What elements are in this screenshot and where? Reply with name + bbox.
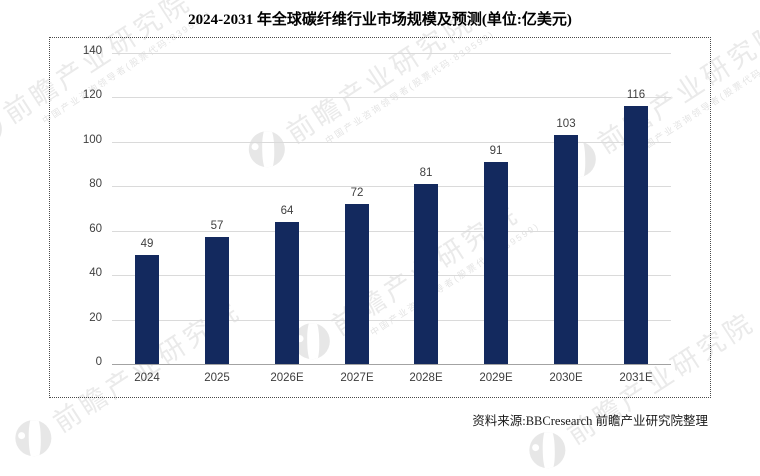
qianzhan-logo-icon xyxy=(522,424,572,475)
bar-2031E xyxy=(624,106,648,364)
bar-2026E xyxy=(275,222,299,364)
y-axis-tick-label: 60 xyxy=(89,223,102,235)
bar-2025 xyxy=(205,237,229,364)
x-axis-label: 2031E xyxy=(619,372,653,384)
gridline xyxy=(112,186,671,187)
bar-value-label: 72 xyxy=(350,187,364,199)
gridline xyxy=(112,320,671,321)
gridline xyxy=(112,53,671,54)
y-axis-tick-label: 40 xyxy=(89,267,102,279)
bar-value-label: 81 xyxy=(419,167,433,179)
gridline xyxy=(112,142,671,143)
chart-frame: 0 20 40 60 80 100 120 140 49 2024 57 2025 64 2026E 72 2… xyxy=(49,37,711,398)
bar-value-label: 57 xyxy=(210,220,224,232)
bar-2024 xyxy=(135,255,159,364)
bar-value-label: 103 xyxy=(556,118,576,130)
gridline xyxy=(112,97,671,98)
x-axis-label: 2030E xyxy=(549,372,583,384)
x-axis-label: 2025 xyxy=(204,372,230,384)
bar-value-label: 49 xyxy=(140,238,154,250)
bar-value-label: 64 xyxy=(280,205,294,217)
x-axis-label: 2026E xyxy=(270,372,304,384)
gridline xyxy=(112,231,671,232)
bar-2029E xyxy=(484,162,508,364)
bar-value-label: 91 xyxy=(489,145,503,157)
chart-title: 2024-2031 年全球碳纤维行业市场规模及预测(单位:亿美元) xyxy=(188,12,572,28)
bar-2027E xyxy=(345,204,369,364)
qianzhan-logo-icon xyxy=(8,412,58,463)
gridline xyxy=(112,275,671,276)
x-axis-label: 2027E xyxy=(340,372,374,384)
bar-2030E xyxy=(554,135,578,364)
bar-value-label: 116 xyxy=(626,89,646,101)
x-axis-label: 2029E xyxy=(479,372,513,384)
qianzhan-logo-icon xyxy=(0,103,9,154)
y-axis-tick-label: 80 xyxy=(89,178,102,190)
bar-2028E xyxy=(414,184,438,364)
y-axis-tick-label: 100 xyxy=(82,134,102,146)
y-axis-tick-label: 140 xyxy=(82,45,102,57)
y-axis-tick-label: 0 xyxy=(95,356,102,368)
x-axis-line xyxy=(112,364,671,365)
y-axis-tick-label: 120 xyxy=(82,89,102,101)
x-axis-label: 2024 xyxy=(134,372,160,384)
plot-area: 0 20 40 60 80 100 120 140 49 2024 57 2025 64 2026E 72 2… xyxy=(50,38,710,397)
x-axis-label: 2028E xyxy=(409,372,443,384)
source-note: 资料来源:BBCresearch 前瞻产业研究院整理 xyxy=(472,414,708,428)
y-axis-tick-label: 20 xyxy=(89,312,102,324)
